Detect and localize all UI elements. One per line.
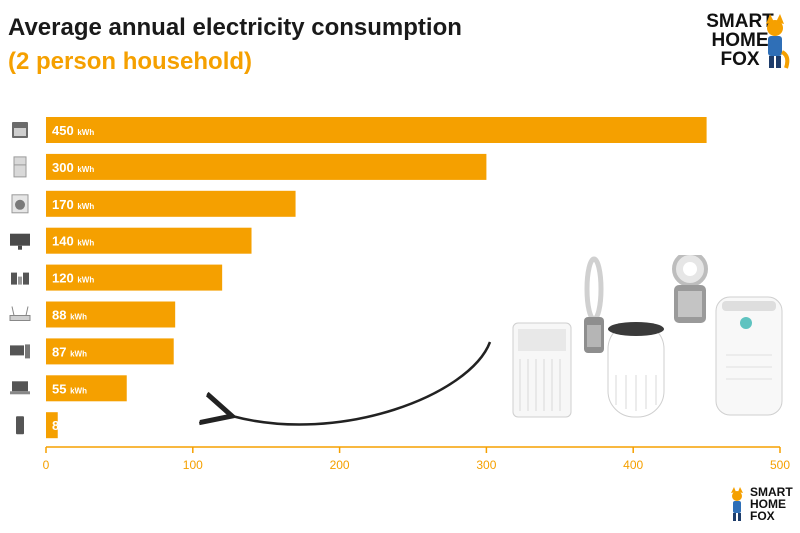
x-tick-label: 100 bbox=[183, 458, 203, 472]
x-tick-label: 400 bbox=[623, 458, 643, 472]
logo-line-3: FOX bbox=[720, 49, 760, 70]
chart-title: Average annual electricity consumption bbox=[8, 14, 462, 41]
bar bbox=[46, 375, 127, 402]
air-purifier-round-icon bbox=[607, 322, 665, 418]
bars: 450 kWh 300 kWh 170 kWh 140 kWh 120 kWh 88 kW… bbox=[46, 117, 707, 439]
logo-line-1: SMART bbox=[706, 11, 774, 32]
bar bbox=[46, 227, 252, 254]
bar bbox=[46, 412, 58, 439]
desk-fan-purifier-icon bbox=[672, 255, 708, 323]
laptop-icon bbox=[10, 381, 30, 395]
bar-value-label: 87 kWh bbox=[52, 344, 87, 359]
air-purifier-large-icon bbox=[715, 296, 783, 416]
bar bbox=[46, 338, 174, 365]
logo-line-1: SMART bbox=[750, 485, 793, 499]
brand-logo-bottom: SMART HOME FOX bbox=[750, 486, 793, 522]
bar-value-label: 140 kWh bbox=[52, 234, 94, 249]
logo-line-2: HOME bbox=[750, 497, 786, 511]
category-icons bbox=[9, 122, 31, 435]
fox-mascot-small-icon bbox=[731, 487, 743, 521]
curved-arrow bbox=[232, 341, 492, 426]
chart-subtitle: (2 person household) bbox=[8, 48, 253, 75]
logo-line-2: HOME bbox=[711, 30, 769, 51]
bar bbox=[46, 264, 223, 291]
router-icon bbox=[9, 306, 31, 321]
x-tick-label: 300 bbox=[476, 458, 496, 472]
desktop-computer-icon bbox=[10, 344, 30, 359]
oven-icon bbox=[12, 122, 28, 138]
air-purifiers-illustration bbox=[512, 255, 783, 418]
monitor-icon bbox=[10, 233, 30, 250]
tower-fan-icon bbox=[584, 256, 604, 353]
air-purifier-square-icon bbox=[512, 322, 572, 418]
bar-value-label: 170 kWh bbox=[52, 197, 94, 212]
washing-machine-icon bbox=[11, 194, 29, 214]
bar-value-label: 88 kWh bbox=[52, 308, 87, 323]
bar-value-label: 8 kWh bbox=[52, 418, 80, 433]
phone-icon bbox=[16, 416, 24, 435]
x-tick-label: 0 bbox=[43, 458, 50, 472]
bar-value-label: 120 kWh bbox=[52, 271, 94, 286]
x-tick-label: 500 bbox=[770, 458, 790, 472]
bar-value-label: 55 kWh bbox=[52, 381, 87, 396]
bar-value-label: 450 kWh bbox=[52, 123, 94, 138]
x-axis: 0 100 200 300 400 500 bbox=[43, 446, 790, 472]
bar bbox=[46, 190, 296, 217]
bar-value-label: 300 kWh bbox=[52, 160, 94, 175]
fridge-icon bbox=[13, 156, 27, 178]
bar bbox=[46, 117, 707, 143]
x-tick-label: 200 bbox=[330, 458, 350, 472]
bar bbox=[46, 153, 487, 180]
speaker-icon bbox=[11, 272, 29, 285]
logo-line-3: FOX bbox=[750, 509, 775, 523]
fox-mascot-icon bbox=[766, 14, 790, 69]
bar bbox=[46, 301, 176, 328]
brand-logo-top: SMART HOME FOX bbox=[696, 12, 784, 69]
